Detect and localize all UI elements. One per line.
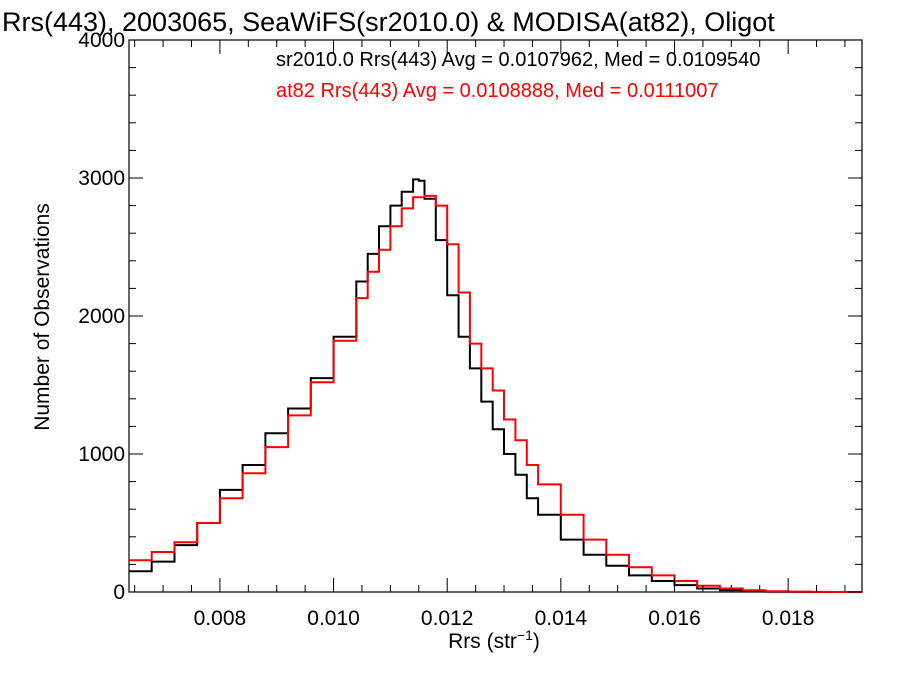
x-tick-label: 0.016 [648,607,701,630]
y-tick-label: 2000 [78,305,125,328]
x-tick-label: 0.008 [194,607,247,630]
y-tick-label: 4000 [78,29,125,52]
x-tick-label: 0.018 [762,607,815,630]
y-tick-label: 3000 [78,167,125,190]
histogram-series-at82 [129,194,862,593]
x-tick-label: 0.012 [421,607,474,630]
legend-entry-sr2010: sr2010.0 Rrs(443) Avg = 0.0107962, Med =… [276,49,760,71]
x-axis-label-text: Rrs (str [448,630,517,653]
legend-entry-at82: at82 Rrs(443) Avg = 0.0108888, Med = 0.0… [276,80,719,102]
x-axis-label-close: ) [533,630,540,653]
plot-frame [128,39,863,593]
plot-area [128,39,863,593]
x-axis-label-superscript: −1 [517,627,533,643]
y-axis-label: Number of Observations [31,203,54,431]
y-axis: 0 1000 2000 3000 4000 [78,29,862,604]
x-tick-label: 0.010 [307,607,360,630]
histogram-series-sr2010 [129,178,862,593]
y-tick-label: 1000 [78,443,125,466]
x-tick-label: 0.014 [535,607,588,630]
y-tick-label: 0 [113,581,125,604]
chart-title: Rrs(443), 2003065, SeaWiFS(sr2010.0) & M… [2,7,775,37]
x-axis-label: Rrs (str−1) [448,627,540,653]
x-axis: 0.008 0.010 0.012 0.014 0.016 0.018 [134,40,846,630]
